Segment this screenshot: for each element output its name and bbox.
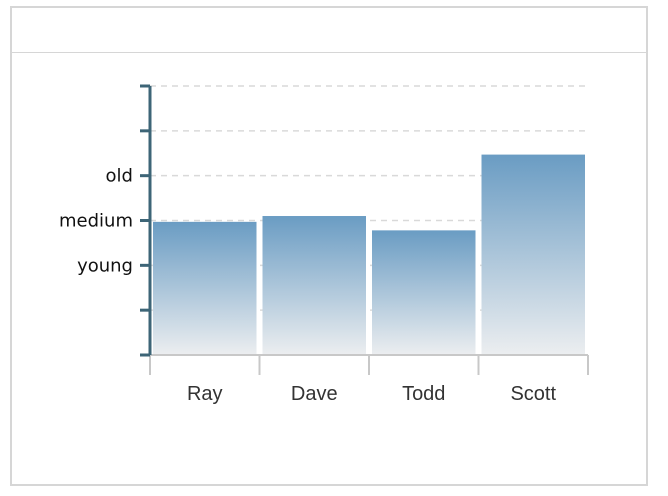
x-tick-label-dave: Dave bbox=[291, 383, 338, 405]
panel-header bbox=[12, 8, 646, 53]
bar-ray bbox=[153, 221, 257, 355]
bar-scott bbox=[481, 154, 585, 355]
tick-labels: young medium old Ray Dave Todd Scott bbox=[59, 166, 556, 405]
y-tick-label-old: old bbox=[106, 166, 133, 187]
x-tick-label-scott: Scott bbox=[510, 383, 556, 405]
bar-todd bbox=[372, 230, 476, 355]
y-tick-label-medium: medium bbox=[59, 211, 133, 232]
bars bbox=[153, 154, 585, 355]
axes bbox=[140, 84, 589, 375]
x-tick-label-todd: Todd bbox=[402, 383, 445, 405]
x-tick-label-ray: Ray bbox=[187, 383, 223, 405]
y-tick-label-young: young bbox=[77, 255, 133, 276]
bar-dave bbox=[262, 216, 366, 355]
